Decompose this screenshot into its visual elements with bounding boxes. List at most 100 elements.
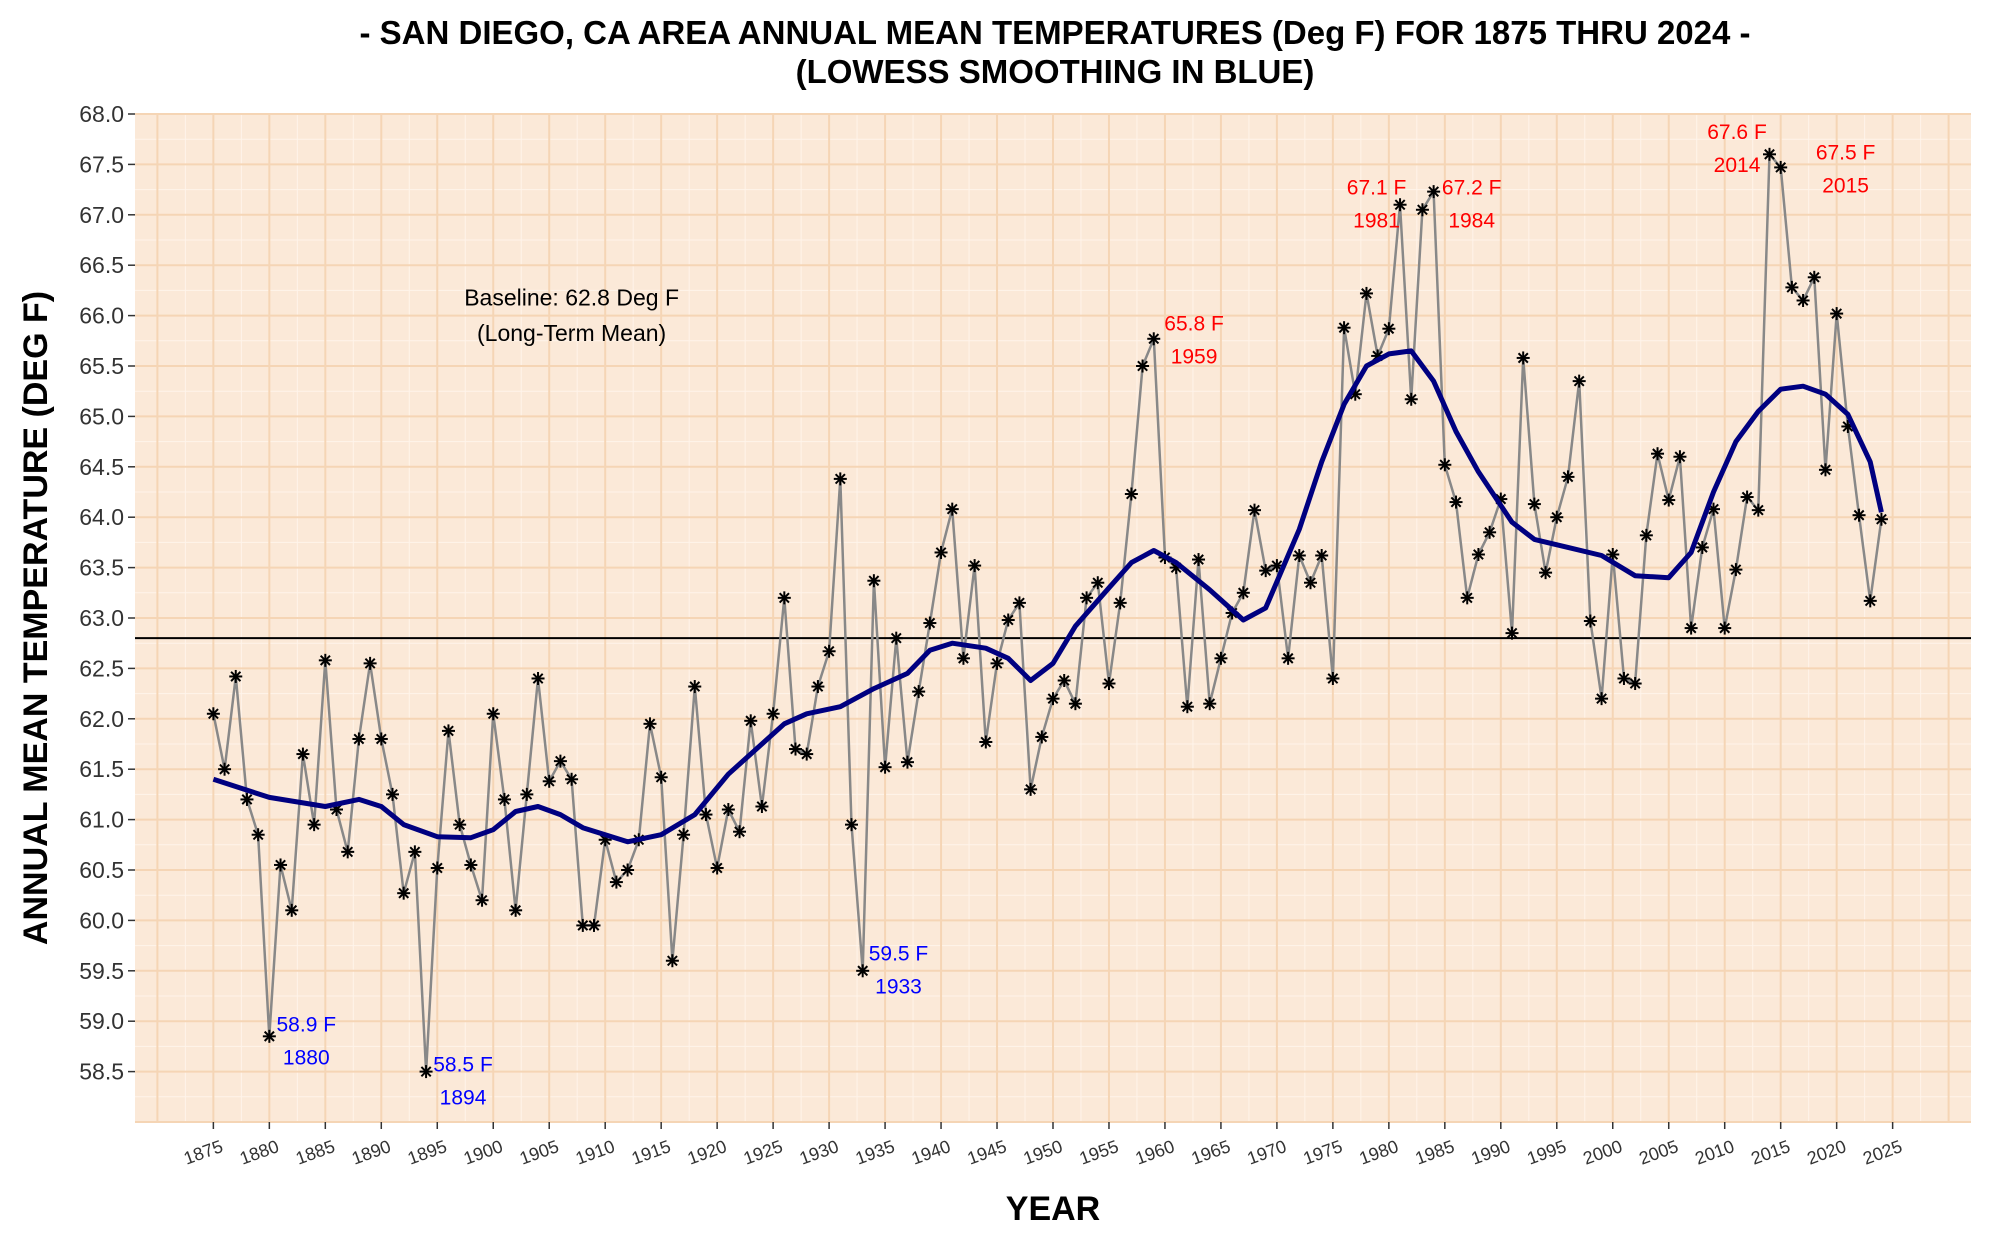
data-point (688, 680, 702, 694)
x-tick-label: 1905 (517, 1136, 561, 1168)
data-point (1080, 591, 1094, 605)
annotation-year: 1894 (440, 1087, 487, 1110)
data-point (1124, 487, 1138, 501)
data-point (844, 818, 858, 832)
annotation-year: 1984 (1448, 210, 1495, 233)
data-point (318, 653, 332, 667)
y-tick-label: 68.0 (79, 101, 124, 127)
x-tick-label: 1885 (293, 1136, 337, 1168)
data-point (576, 918, 590, 932)
data-point (520, 787, 534, 801)
data-point (912, 685, 926, 699)
data-point (777, 591, 791, 605)
annotation-value: 67.1 F (1347, 177, 1407, 200)
x-tick-label: 1925 (741, 1136, 785, 1168)
y-tick-label: 61.5 (79, 756, 124, 782)
y-tick-label: 65.5 (79, 353, 124, 379)
x-tick-label: 2020 (1804, 1136, 1848, 1168)
data-point (553, 754, 567, 768)
data-point (766, 707, 780, 721)
y-tick-label: 64.0 (79, 504, 124, 530)
data-point (1673, 450, 1687, 464)
data-point (710, 861, 724, 875)
data-point (1617, 671, 1631, 685)
data-point (721, 803, 735, 817)
annotation-year: 1880 (283, 1046, 330, 1069)
x-tick-label: 1945 (965, 1136, 1009, 1168)
data-point (1337, 321, 1351, 335)
series-line-annual-mean (212, 151, 1883, 1072)
data-point (945, 502, 959, 516)
annotation-value: 67.5 F (1816, 141, 1876, 164)
x-tick-label: 1930 (797, 1136, 841, 1168)
x-tick-label: 1960 (1133, 1136, 1177, 1168)
data-point (565, 772, 579, 786)
data-point (1113, 596, 1127, 610)
data-point (229, 669, 243, 683)
data-point (643, 717, 657, 731)
data-point (833, 472, 847, 486)
y-axis-title: ANNUAL MEAN TEMPERATURE (DEG F) (17, 291, 55, 945)
data-point (1460, 591, 1474, 605)
annotation-value: 59.5 F (869, 943, 929, 966)
data-point (1796, 293, 1810, 307)
x-tick-label: 1910 (573, 1136, 617, 1168)
y-axis: 58.5 59.0 59.5 60.0 60.5 61.0 61.5 62.0 62.5 63.0… (79, 101, 135, 1085)
data-point (1785, 280, 1799, 294)
x-tick-label: 2005 (1636, 1136, 1680, 1168)
data-point (1718, 621, 1732, 635)
data-point (889, 631, 903, 645)
data-point (206, 707, 220, 721)
y-tick-label: 67.5 (79, 151, 124, 177)
data-point (1505, 626, 1519, 640)
x-tick-label: 1940 (909, 1136, 953, 1168)
data-point (1550, 510, 1564, 524)
data-point (1248, 503, 1262, 517)
data-point (1651, 447, 1665, 461)
x-tick-label: 1880 (237, 1136, 281, 1168)
data-point (1830, 307, 1844, 321)
data-point (665, 954, 679, 968)
data-point (1035, 730, 1049, 744)
data-point (1852, 508, 1866, 522)
y-tick-label: 63.5 (79, 555, 124, 581)
data-point (1695, 540, 1709, 554)
data-point (1639, 528, 1653, 542)
chart-subtitle: (LOWESS SMOOTHING IN BLUE) (796, 53, 1315, 90)
data-point (1091, 576, 1105, 590)
data-point (822, 644, 836, 658)
x-tick-label: 1955 (1077, 1136, 1121, 1168)
data-point (285, 903, 299, 917)
y-tick-label: 63.0 (79, 605, 124, 631)
x-tick-label: 1895 (405, 1136, 449, 1168)
data-point (1818, 463, 1832, 477)
data-point (1303, 576, 1317, 590)
data-point (609, 875, 623, 889)
annotation-year: 1933 (875, 976, 922, 999)
data-point (1001, 613, 1015, 627)
data-point (1315, 549, 1329, 563)
x-tick-label: 1995 (1524, 1136, 1568, 1168)
data-point (1393, 198, 1407, 212)
data-point (1214, 651, 1228, 665)
annotation-year: 2015 (1822, 174, 1869, 197)
data-point (1527, 497, 1541, 511)
data-point (1046, 692, 1060, 706)
data-point (856, 964, 870, 978)
data-point (1751, 503, 1765, 517)
x-tick-label: 1965 (1189, 1136, 1233, 1168)
data-point (1628, 677, 1642, 691)
x-tick-label: 2000 (1580, 1136, 1624, 1168)
data-point (934, 545, 948, 559)
data-point (218, 762, 232, 776)
x-tick-label: 1985 (1413, 1136, 1457, 1168)
x-tick-label: 1975 (1301, 1136, 1345, 1168)
data-point (1203, 697, 1217, 711)
data-point (408, 845, 422, 859)
data-point (587, 918, 601, 932)
data-point (1427, 185, 1441, 199)
data-point (1012, 596, 1026, 610)
data-point (900, 755, 914, 769)
data-point (1068, 697, 1082, 711)
